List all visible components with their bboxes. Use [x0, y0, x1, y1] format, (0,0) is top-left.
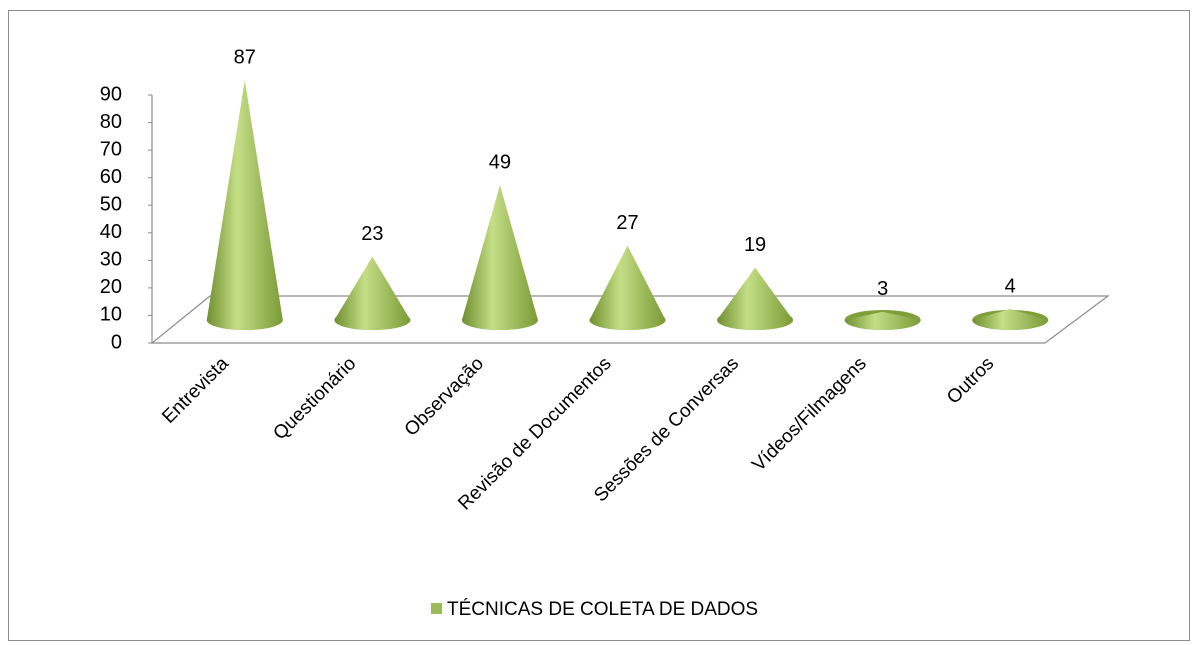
cone — [589, 245, 666, 330]
data-label: 4 — [1005, 275, 1016, 297]
data-label: 87 — [234, 47, 256, 69]
floor — [150, 295, 1110, 344]
cone — [334, 256, 411, 330]
y-tick-label: 10 — [100, 304, 122, 326]
y-tick-label: 0 — [111, 331, 122, 353]
y-tick-label: 60 — [100, 166, 122, 188]
data-label: 23 — [361, 223, 383, 245]
y-tick-label: 50 — [100, 194, 122, 216]
cone — [461, 184, 538, 330]
cone — [717, 267, 794, 330]
y-tick-label: 20 — [100, 276, 122, 298]
data-label: 49 — [489, 151, 511, 173]
cone — [844, 311, 921, 330]
y-tick-label: 30 — [100, 249, 122, 271]
data-label: 3 — [877, 278, 888, 300]
legend-label: TÉCNICAS DE COLETA DE DADOS — [447, 599, 758, 620]
y-tick-label: 80 — [100, 111, 122, 133]
y-tick-label: 70 — [100, 138, 122, 160]
legend-swatch — [431, 603, 442, 614]
data-label: 27 — [616, 212, 638, 234]
y-tick-label: 40 — [100, 221, 122, 243]
cone — [206, 80, 283, 330]
data-label: 19 — [744, 234, 766, 256]
y-tick-label: 90 — [100, 83, 122, 105]
cone — [972, 308, 1049, 330]
